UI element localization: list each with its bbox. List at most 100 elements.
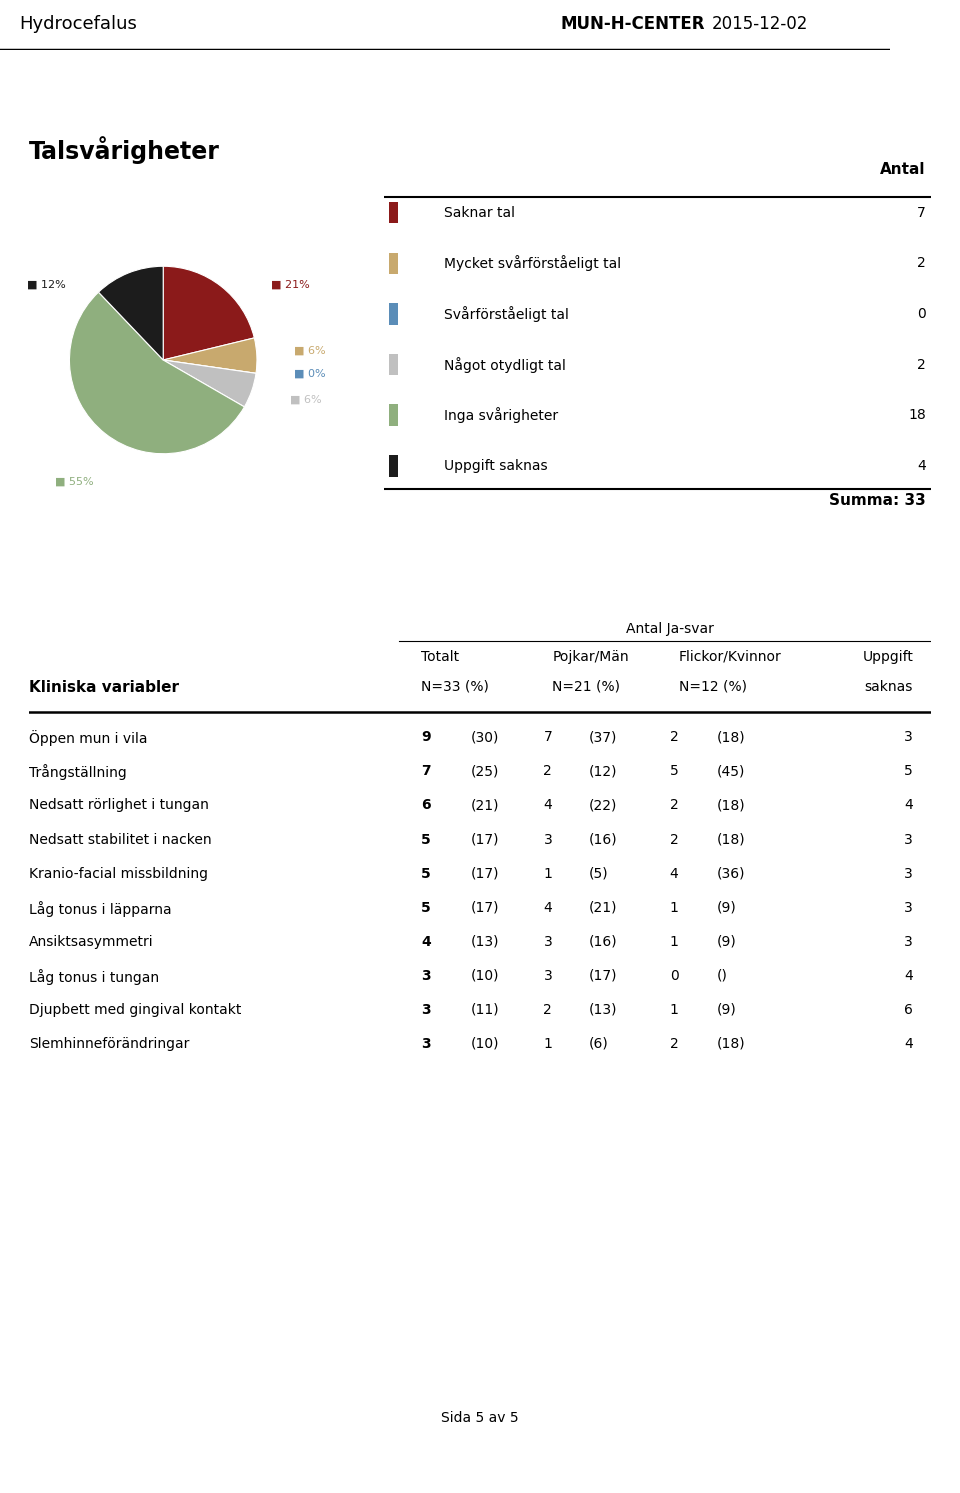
Text: Saknar tal: Saknar tal xyxy=(444,206,516,219)
Text: Djupbett med gingival kontakt: Djupbett med gingival kontakt xyxy=(29,1003,241,1017)
Text: Trångställning: Trångställning xyxy=(29,764,127,781)
Text: 2: 2 xyxy=(917,357,925,372)
Text: 5: 5 xyxy=(421,866,431,881)
Text: 4: 4 xyxy=(421,935,431,948)
Text: 3: 3 xyxy=(904,900,913,915)
Text: (37): (37) xyxy=(588,730,616,745)
Text: 1: 1 xyxy=(670,1003,679,1017)
Text: Låg tonus i läpparna: Låg tonus i läpparna xyxy=(29,900,172,917)
Circle shape xyxy=(920,15,930,22)
Text: (5): (5) xyxy=(588,866,608,881)
Wedge shape xyxy=(163,266,254,360)
Text: (6): (6) xyxy=(588,1036,608,1051)
Text: (16): (16) xyxy=(588,935,617,948)
Wedge shape xyxy=(163,360,256,373)
Text: 3: 3 xyxy=(543,833,552,847)
Text: (18): (18) xyxy=(716,1036,745,1051)
Text: 3: 3 xyxy=(904,730,913,745)
Text: Talsvårigheter: Talsvårigheter xyxy=(29,136,220,164)
Text: (30): (30) xyxy=(471,730,499,745)
Text: Antal Ja-svar: Antal Ja-svar xyxy=(626,623,713,636)
Text: mun-h: mun-h xyxy=(904,33,946,45)
Text: (18): (18) xyxy=(716,833,745,847)
FancyBboxPatch shape xyxy=(390,202,397,224)
Text: Slemhinneförändringar: Slemhinneförändringar xyxy=(29,1036,189,1051)
Text: ■ 55%: ■ 55% xyxy=(56,476,94,487)
Text: 3: 3 xyxy=(421,1003,431,1017)
Text: (10): (10) xyxy=(471,969,499,982)
Text: (45): (45) xyxy=(716,764,745,778)
Text: 4: 4 xyxy=(543,900,552,915)
Text: 2015-12-02: 2015-12-02 xyxy=(712,15,808,33)
Text: Nedsatt rörlighet i tungan: Nedsatt rörlighet i tungan xyxy=(29,799,208,812)
Text: 7: 7 xyxy=(421,764,431,778)
Text: Totalt: Totalt xyxy=(421,649,460,664)
FancyBboxPatch shape xyxy=(390,455,397,476)
Text: Nedsatt stabilitet i nacken: Nedsatt stabilitet i nacken xyxy=(29,833,211,847)
Text: ■ 21%: ■ 21% xyxy=(271,281,310,290)
Text: Sida 5 av 5: Sida 5 av 5 xyxy=(442,1411,518,1424)
Text: 1: 1 xyxy=(670,900,679,915)
Text: Låg tonus i tungan: Låg tonus i tungan xyxy=(29,969,159,984)
Text: (18): (18) xyxy=(716,799,745,812)
Text: 1: 1 xyxy=(543,866,552,881)
Text: 3: 3 xyxy=(421,969,431,982)
Wedge shape xyxy=(163,337,257,373)
FancyBboxPatch shape xyxy=(390,303,397,324)
Text: (16): (16) xyxy=(588,833,617,847)
Text: (25): (25) xyxy=(471,764,499,778)
Text: Summa: 33: Summa: 33 xyxy=(829,493,925,508)
Text: 18: 18 xyxy=(908,408,925,423)
Text: (12): (12) xyxy=(588,764,616,778)
Text: (11): (11) xyxy=(471,1003,499,1017)
Text: 2: 2 xyxy=(670,833,679,847)
Text: Öppen mun i vila: Öppen mun i vila xyxy=(29,730,147,746)
Text: 3: 3 xyxy=(904,866,913,881)
Text: Kranio-facial missbildning: Kranio-facial missbildning xyxy=(29,866,207,881)
Text: 2: 2 xyxy=(917,257,925,270)
Text: 3: 3 xyxy=(904,935,913,948)
Text: N=12 (%): N=12 (%) xyxy=(679,679,747,694)
Text: N=33 (%): N=33 (%) xyxy=(421,679,490,694)
Text: ■ 0%: ■ 0% xyxy=(295,369,326,379)
Text: (17): (17) xyxy=(471,866,499,881)
Text: Ansiktsasymmetri: Ansiktsasymmetri xyxy=(29,935,154,948)
Text: (10): (10) xyxy=(471,1036,499,1051)
Text: (21): (21) xyxy=(588,900,616,915)
Text: Flickor/Kvinnor: Flickor/Kvinnor xyxy=(679,649,781,664)
Text: 4: 4 xyxy=(904,969,913,982)
Text: Kliniska variabler: Kliniska variabler xyxy=(29,679,179,694)
FancyBboxPatch shape xyxy=(390,405,397,426)
Text: 2: 2 xyxy=(670,799,679,812)
Text: saknas: saknas xyxy=(865,679,913,694)
Text: 3: 3 xyxy=(904,833,913,847)
Text: 7: 7 xyxy=(543,730,552,745)
Text: (17): (17) xyxy=(471,900,499,915)
Text: 9: 9 xyxy=(421,730,431,745)
Text: 4: 4 xyxy=(904,1036,913,1051)
Text: 3: 3 xyxy=(543,969,552,982)
Text: 3: 3 xyxy=(421,1036,431,1051)
Text: 6: 6 xyxy=(904,1003,913,1017)
Text: (22): (22) xyxy=(588,799,616,812)
Text: (9): (9) xyxy=(716,900,736,915)
Text: Antal: Antal xyxy=(880,161,925,178)
Text: (17): (17) xyxy=(471,833,499,847)
Text: 0: 0 xyxy=(917,308,925,321)
Text: Uppgift saknas: Uppgift saknas xyxy=(444,458,548,473)
Text: 1: 1 xyxy=(670,935,679,948)
Text: 4: 4 xyxy=(917,458,925,473)
Text: (17): (17) xyxy=(588,969,616,982)
Text: 2: 2 xyxy=(543,1003,552,1017)
Text: 7: 7 xyxy=(917,206,925,219)
Text: 2: 2 xyxy=(670,730,679,745)
Text: (21): (21) xyxy=(471,799,499,812)
Text: Mycket svårförståeligt tal: Mycket svårförståeligt tal xyxy=(444,255,621,272)
Text: (18): (18) xyxy=(716,730,745,745)
Text: 2: 2 xyxy=(543,764,552,778)
Text: 4: 4 xyxy=(543,799,552,812)
FancyBboxPatch shape xyxy=(390,252,397,275)
Text: (9): (9) xyxy=(716,1003,736,1017)
Text: 6: 6 xyxy=(421,799,431,812)
Wedge shape xyxy=(99,266,163,360)
